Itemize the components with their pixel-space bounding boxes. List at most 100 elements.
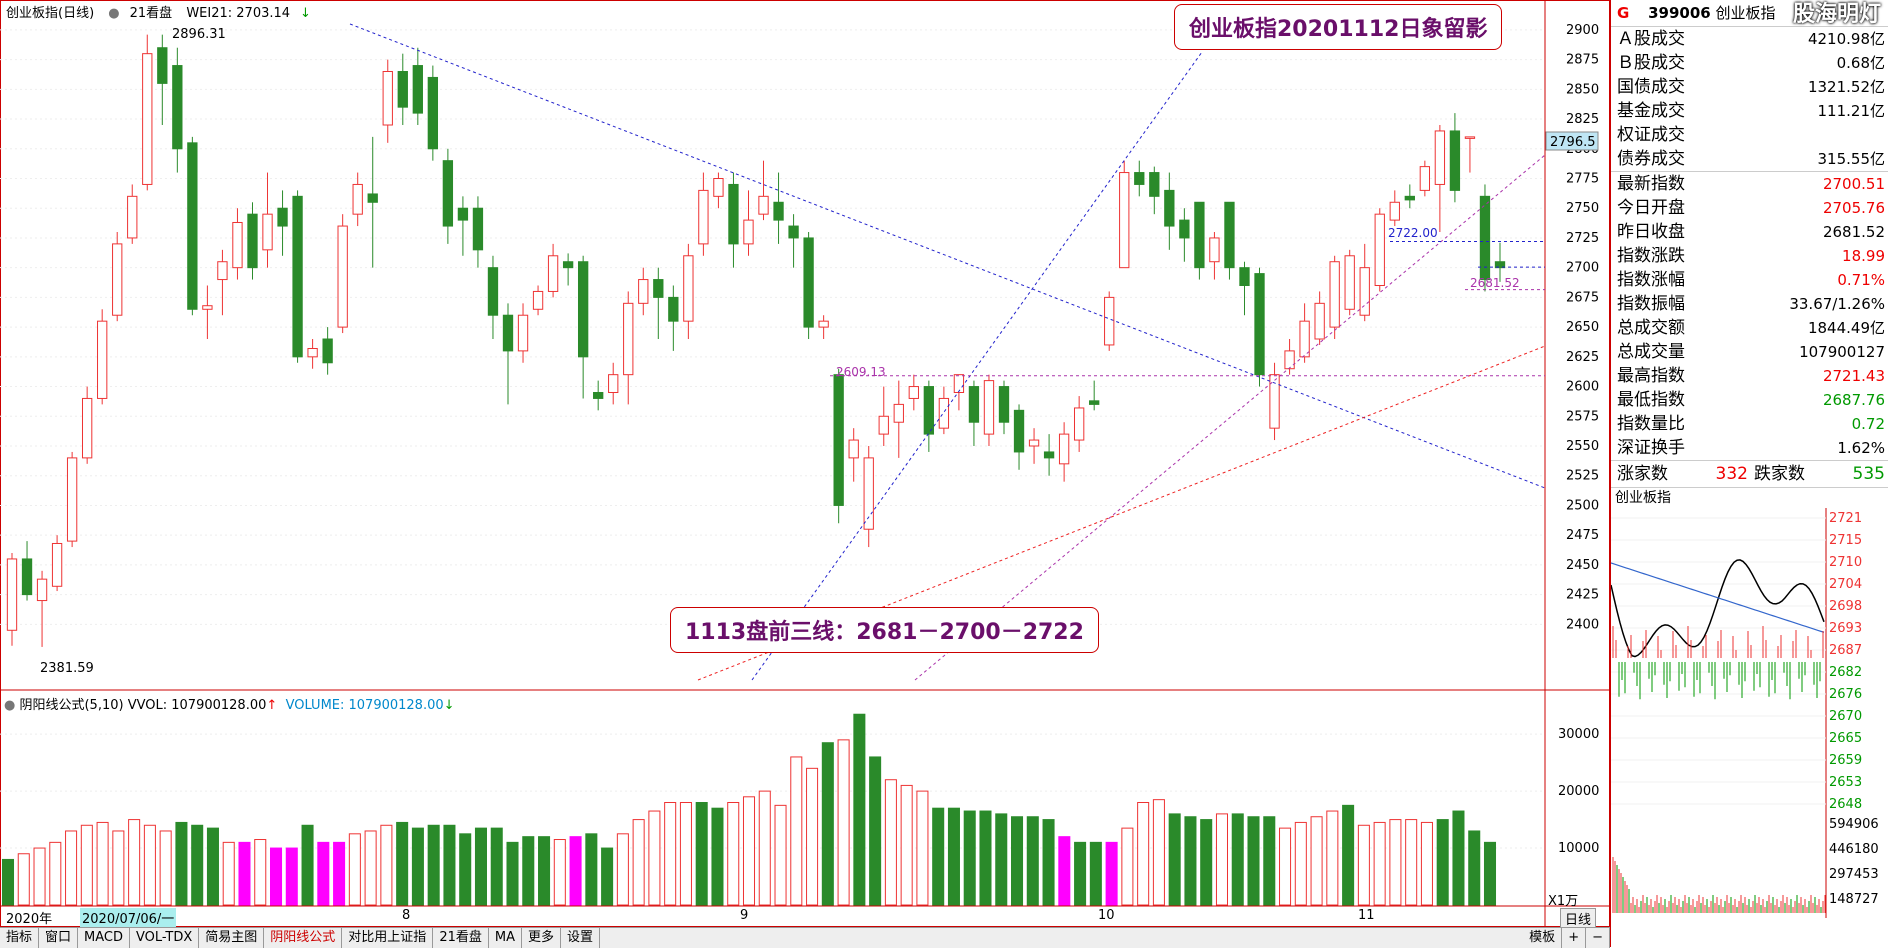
candle-body: [998, 386, 1010, 423]
candle-body: [713, 178, 724, 197]
candle-body: [292, 195, 303, 358]
stat-label: 总成交额: [1617, 318, 1685, 338]
stat-value: 2705.76: [1822, 199, 1885, 217]
stat-row: 今日开盘 2705.76: [1611, 196, 1888, 220]
volume-bar: [1152, 799, 1165, 906]
support-line: [751, 51, 1203, 681]
volume-tick: 20000: [1558, 784, 1599, 799]
candle-body: [217, 261, 228, 281]
candle-body: [608, 374, 619, 393]
tab-10[interactable]: 设置: [561, 928, 600, 948]
volume-header: ● 阴阳线公式(5,10) VVOL: 107900128.00↑ VOLUME…: [4, 694, 455, 713]
stat-value: 2681.52: [1822, 223, 1885, 241]
candle-body: [1479, 195, 1491, 281]
candle-body: [773, 201, 784, 221]
volume-bar: [1342, 804, 1355, 906]
volume-bar: [1137, 802, 1150, 906]
volume-bar: [506, 841, 519, 906]
volume-tick: 10000: [1558, 841, 1599, 856]
volume-bar: [585, 833, 598, 906]
stat-value: 2700.51: [1822, 175, 1885, 193]
period-button[interactable]: 日线: [1560, 908, 1597, 929]
volume-bar: [1452, 810, 1465, 906]
tab-6[interactable]: 对比用上证指: [342, 928, 434, 948]
candle-body: [247, 213, 258, 269]
wei-arrow: ↓: [300, 6, 311, 21]
candle-body: [1434, 130, 1446, 185]
tab-0[interactable]: 指标: [0, 928, 40, 948]
volume-bar: [821, 742, 834, 906]
volume-bar: [774, 804, 787, 906]
purple-trend-line: [914, 154, 1546, 681]
candle-body: [728, 183, 739, 245]
volume-bar: [317, 841, 330, 906]
volume-bar: [869, 756, 882, 906]
vvol-label: VVOL: 107900128.00: [127, 698, 267, 713]
tab-right-0[interactable]: 模板: [1523, 928, 1563, 948]
tab-right-1[interactable]: +: [1562, 928, 1587, 948]
candle-body: [6, 558, 18, 631]
candle-body: [81, 397, 93, 459]
candle-body: [1134, 172, 1145, 185]
tab-8[interactable]: MA: [489, 928, 522, 948]
panel-header: G 399006 创业板指 股海明灯: [1611, 0, 1888, 27]
circle-icon[interactable]: ●: [108, 6, 120, 21]
stat-label: 深证换手: [1617, 438, 1685, 458]
stat-row: 昨日收盘 2681.52: [1611, 220, 1888, 244]
price-tick: 2500: [1566, 498, 1599, 513]
level-2609-label: 2609.13: [836, 365, 886, 379]
volume-bar: [1326, 810, 1339, 906]
candle-body: [562, 261, 574, 269]
volume-bar: [932, 807, 945, 906]
candle-body: [1043, 451, 1055, 459]
candle-body: [1028, 439, 1040, 447]
candle-body: [36, 578, 48, 602]
candle-body: [187, 142, 198, 310]
volume-bar: [191, 824, 204, 906]
tab-right-2[interactable]: −: [1586, 928, 1610, 948]
candle-body: [908, 386, 919, 399]
stat-row: 权证成交: [1611, 123, 1888, 147]
volume-bar: [17, 853, 30, 906]
mini-tick: 2670: [1829, 709, 1862, 724]
candle-body: [1389, 201, 1400, 221]
stat-row: 指数涨幅 0.71%: [1611, 268, 1888, 292]
price-tick: 2675: [1566, 290, 1599, 305]
mini-tick: 2648: [1829, 797, 1862, 812]
mini-chart-title: 创业板指: [1615, 490, 1671, 506]
volume-bar: [1436, 819, 1449, 906]
stat-label: 总成交量: [1617, 342, 1685, 362]
stat-value: 315.55亿: [1817, 150, 1886, 168]
volume-bar: [522, 836, 535, 906]
kline-chart[interactable]: 2900287528502825280027752750272527002675…: [0, 0, 1610, 927]
volume-bar: [1168, 813, 1181, 906]
candle-body: [668, 296, 679, 322]
candle-body: [577, 261, 589, 358]
price-tick: 2575: [1566, 409, 1599, 424]
stat-value: 1844.49亿: [1807, 319, 1885, 337]
stat-row: 深证换手 1.62%: [1611, 436, 1888, 460]
mini-tick: 2698: [1829, 599, 1862, 614]
watermark: 股海明灯: [1792, 2, 1881, 27]
tab-9[interactable]: 更多: [522, 928, 561, 948]
circle-icon[interactable]: ●: [4, 698, 16, 713]
candle-body: [1314, 302, 1325, 340]
down-label: 跌家数: [1754, 464, 1805, 484]
tab-7[interactable]: 21看盘: [433, 928, 489, 948]
tab-2[interactable]: MACD: [78, 928, 130, 948]
tab-4[interactable]: 简易主图: [199, 928, 265, 948]
stat-label: 指数涨幅: [1617, 270, 1685, 290]
candle-body: [1013, 409, 1025, 453]
price-tick: 2725: [1566, 231, 1599, 246]
tab-5[interactable]: 阴阳线公式: [264, 928, 343, 948]
price-tick: 2625: [1566, 350, 1599, 365]
tab-3[interactable]: VOL-TDX: [130, 928, 200, 948]
tab-1[interactable]: 窗口: [39, 928, 79, 948]
candle-body: [938, 397, 950, 429]
candle-body: [307, 348, 318, 358]
candle-body: [97, 320, 108, 399]
candle-body: [1209, 237, 1220, 263]
candle-body: [472, 207, 484, 251]
intraday-mini-chart[interactable]: 2721 2715 2710 2704 2698 2693 2687 2682 2676 2670…: [1610, 508, 1888, 918]
candle-body: [1224, 201, 1235, 269]
